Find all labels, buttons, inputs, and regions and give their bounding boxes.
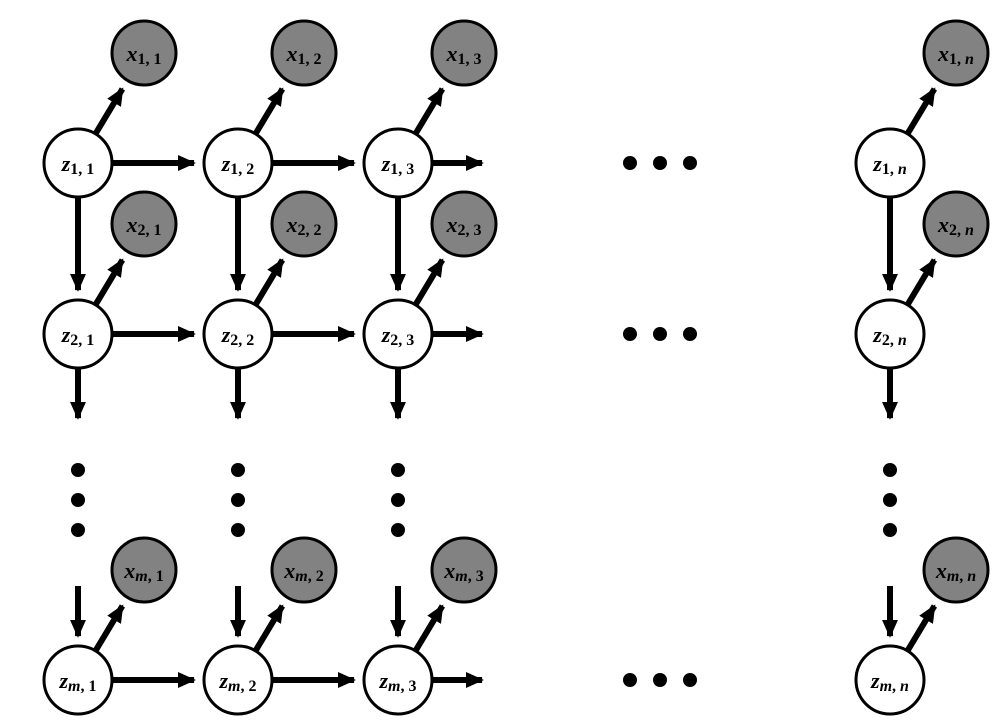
ellipsis-dot: [391, 523, 405, 537]
edge-z-to-x: [907, 89, 934, 134]
ellipsis-dot: [683, 156, 697, 170]
ellipsis-dot: [231, 463, 245, 477]
ellipsis-dot: [653, 156, 667, 170]
edge-z-to-x: [415, 606, 442, 651]
edge-z-to-x: [255, 89, 282, 134]
edge-z-to-x: [907, 260, 934, 305]
ellipsis-dot: [71, 523, 85, 537]
ellipsis-dot: [623, 673, 637, 687]
ellipsis-dot: [653, 673, 667, 687]
ellipsis-dot: [883, 523, 897, 537]
hmm-grid-diagram: x1, 1z1, 1x1, 2z1, 2x1, 3z1, 3x1, nz1, n…: [0, 0, 1000, 726]
ellipsis-dot: [623, 156, 637, 170]
ellipsis-dot: [231, 493, 245, 507]
edge-z-to-x: [907, 606, 934, 651]
ellipsis-dot: [883, 463, 897, 477]
ellipsis-dot: [71, 463, 85, 477]
edge-z-to-x: [255, 260, 282, 305]
edge-z-to-x: [255, 606, 282, 651]
ellipsis-dot: [231, 523, 245, 537]
edge-z-to-x: [95, 260, 122, 305]
ellipsis-dot: [683, 673, 697, 687]
ellipsis-dot: [71, 493, 85, 507]
edge-z-to-x: [415, 260, 442, 305]
edge-z-to-x: [95, 89, 122, 134]
ellipsis-dot: [683, 327, 697, 341]
ellipsis-dot: [623, 327, 637, 341]
ellipsis-dot: [883, 493, 897, 507]
ellipsis-dot: [391, 493, 405, 507]
ellipsis-dot: [653, 327, 667, 341]
edge-z-to-x: [415, 89, 442, 134]
edge-z-to-x: [95, 606, 122, 651]
ellipsis-dot: [391, 463, 405, 477]
